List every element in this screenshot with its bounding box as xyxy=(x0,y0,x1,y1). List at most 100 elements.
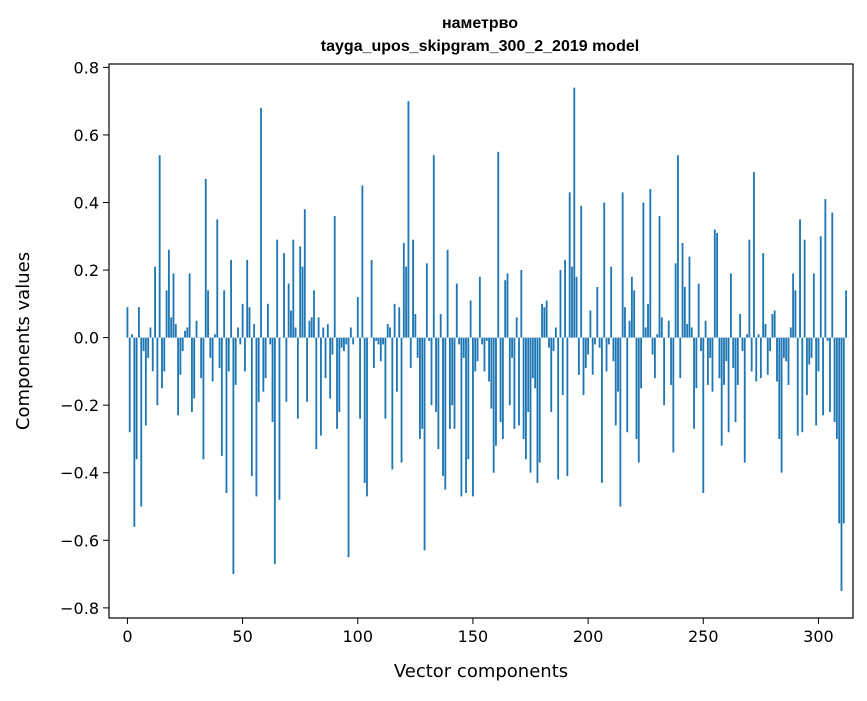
bar xyxy=(283,253,285,337)
bar xyxy=(776,338,778,382)
bar xyxy=(797,338,799,436)
bar xyxy=(414,314,416,338)
bar xyxy=(274,338,276,564)
bar xyxy=(412,240,414,338)
bar xyxy=(366,338,368,497)
bar xyxy=(451,338,453,406)
bar xyxy=(654,338,656,379)
bar xyxy=(518,338,520,426)
bar xyxy=(345,338,347,345)
bar xyxy=(804,240,806,338)
bar xyxy=(562,338,564,395)
bar xyxy=(320,338,322,436)
bar xyxy=(207,290,209,337)
bar xyxy=(410,338,412,368)
bar xyxy=(424,338,426,551)
bar xyxy=(748,240,750,338)
bar xyxy=(560,270,562,338)
bar xyxy=(154,267,156,338)
bar xyxy=(191,338,193,412)
bar xyxy=(221,338,223,456)
bar xyxy=(449,338,451,429)
bar xyxy=(269,338,271,345)
bar xyxy=(228,338,230,372)
bar xyxy=(709,338,711,358)
bar xyxy=(539,338,541,463)
bar xyxy=(714,230,716,338)
bar xyxy=(841,338,843,591)
bar xyxy=(511,338,513,358)
y-tick-label: 0.6 xyxy=(74,126,99,145)
bar xyxy=(735,338,737,422)
bar xyxy=(546,300,548,337)
bar xyxy=(359,338,361,419)
bar xyxy=(235,338,237,385)
plot-frame xyxy=(109,64,853,618)
bar xyxy=(537,338,539,483)
bar xyxy=(794,290,796,337)
bar xyxy=(140,338,142,507)
bar xyxy=(458,338,460,345)
bar xyxy=(649,189,651,338)
bar xyxy=(214,334,216,337)
bar xyxy=(127,307,129,337)
bar xyxy=(348,338,350,558)
bar xyxy=(732,338,734,368)
bar xyxy=(260,108,262,338)
bar xyxy=(587,338,589,355)
bar xyxy=(778,338,780,439)
bar xyxy=(477,338,479,362)
bar xyxy=(461,338,463,497)
bar xyxy=(391,338,393,470)
bar xyxy=(133,338,135,527)
bar xyxy=(661,317,663,337)
bar xyxy=(532,338,534,379)
bar xyxy=(836,338,838,439)
bar xyxy=(442,338,444,477)
bar xyxy=(564,260,566,338)
bar xyxy=(150,327,152,337)
bar xyxy=(742,338,744,352)
y-tick-label: −0.2 xyxy=(60,396,99,415)
bar xyxy=(237,327,239,337)
bar xyxy=(606,338,608,372)
bar xyxy=(378,338,380,345)
bar xyxy=(444,338,446,490)
bar xyxy=(638,338,640,463)
bar xyxy=(788,338,790,385)
bar xyxy=(256,338,258,497)
bar xyxy=(276,240,278,338)
bar xyxy=(396,338,398,392)
bar xyxy=(698,284,700,338)
bar xyxy=(419,338,421,439)
bar xyxy=(246,260,248,338)
bar xyxy=(428,338,430,341)
bar xyxy=(679,338,681,379)
bar xyxy=(308,321,310,338)
x-tick-label: 300 xyxy=(803,627,834,646)
bar xyxy=(456,284,458,338)
bar xyxy=(380,338,382,362)
bar xyxy=(626,338,628,433)
x-tick-label: 0 xyxy=(122,627,132,646)
bar xyxy=(313,290,315,337)
bar xyxy=(760,338,762,379)
bar xyxy=(481,338,483,345)
bar xyxy=(147,338,149,358)
bar xyxy=(716,233,718,338)
bar xyxy=(705,321,707,338)
bar xyxy=(186,327,188,337)
bar xyxy=(728,338,730,433)
bar xyxy=(578,338,580,375)
bar xyxy=(557,338,559,480)
bar xyxy=(490,338,492,409)
bar xyxy=(189,273,191,337)
bar xyxy=(700,338,702,352)
bar xyxy=(357,297,359,338)
bar xyxy=(553,338,555,352)
bar xyxy=(361,186,363,338)
bar xyxy=(659,216,661,338)
bar xyxy=(675,263,677,337)
